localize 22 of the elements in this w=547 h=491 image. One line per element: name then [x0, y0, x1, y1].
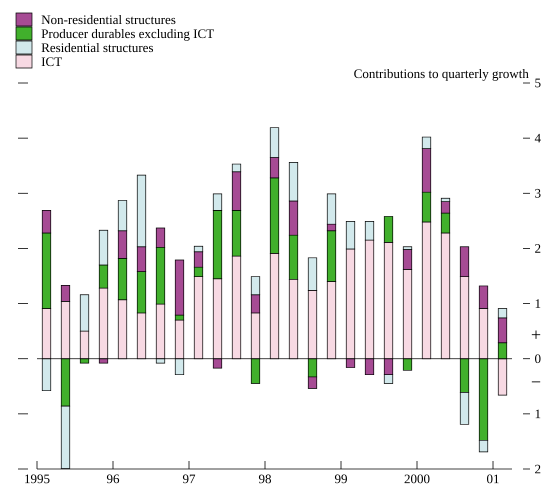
x-tick-label: 01 — [487, 474, 499, 484]
legend-label: ICT — [42, 57, 62, 66]
legend-label: Non-residential structures — [42, 14, 176, 24]
x-tick-label: 2000 — [404, 474, 430, 484]
text: − — [532, 381, 540, 382]
y-tick-label: 1 — [536, 410, 540, 418]
chart-title: Contributions to quarterly growth — [354, 68, 529, 81]
y-tick-label: 1 — [536, 299, 540, 308]
y-tick-label: 3 — [535, 188, 541, 198]
y-tick-label: 2 — [535, 244, 540, 253]
y-tick-label: 4 — [534, 134, 541, 142]
legend-label: Producer durables excluding ICT — [42, 28, 214, 41]
legend-label: Residential structures — [42, 42, 154, 52]
x-tick-label: 97 — [182, 474, 196, 484]
text: + — [532, 330, 540, 339]
y-tick-label: 0 — [535, 354, 541, 364]
x-tick-label: 98 — [258, 474, 272, 484]
y-tick-label: 2 — [535, 464, 540, 474]
x-tick-label: 99 — [334, 474, 347, 484]
y-tick-label: 5 — [535, 78, 541, 88]
x-tick-label: 1995 — [25, 474, 50, 484]
x-tick-label: 96 — [106, 474, 120, 484]
